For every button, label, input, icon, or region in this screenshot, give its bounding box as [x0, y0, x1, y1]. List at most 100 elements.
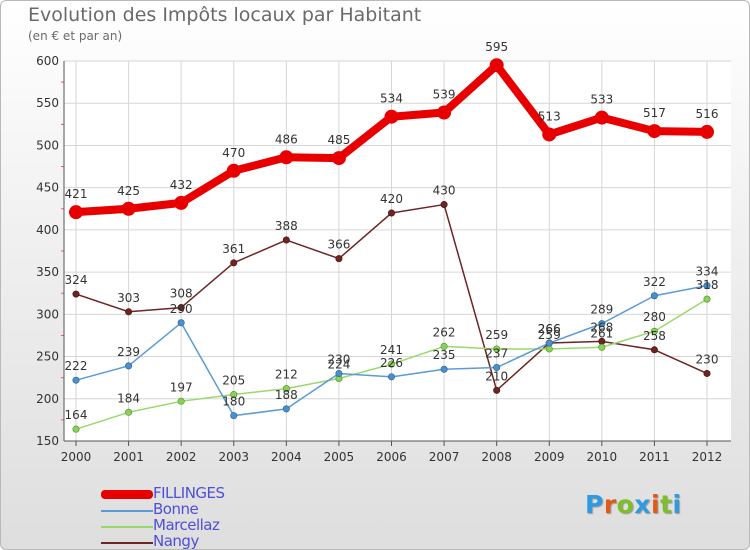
legend-swatch-fillinges [101, 490, 153, 499]
data-point [545, 339, 553, 347]
data-point [437, 105, 452, 120]
data-label: 258 [643, 329, 666, 343]
y-tick-label: 350 [36, 265, 59, 279]
logo-letter: i [672, 490, 682, 519]
legend-swatch-nangy [101, 542, 153, 544]
legend-label-marcellaz: Marcellaz [153, 516, 220, 534]
x-tick-label: 2007 [429, 450, 460, 464]
x-tick-label: 2006 [376, 450, 407, 464]
data-point [387, 360, 395, 368]
data-point [650, 292, 658, 300]
data-point [69, 205, 83, 220]
y-tick-label: 300 [36, 307, 59, 321]
data-point [703, 369, 711, 377]
logo-letter: i [651, 490, 661, 519]
data-point [121, 201, 136, 216]
data-point [650, 346, 658, 354]
data-point [598, 343, 606, 351]
data-label: 280 [643, 310, 666, 324]
data-label: 259 [485, 328, 508, 342]
logo-letter: x [634, 490, 651, 519]
data-label: 308 [170, 287, 193, 301]
x-tick-label: 2011 [639, 450, 670, 464]
legend-swatch-marcellaz [101, 526, 153, 528]
data-point [700, 124, 714, 139]
data-label: 205 [222, 374, 245, 388]
data-point [174, 195, 189, 210]
data-label: 595 [485, 40, 508, 54]
data-label: 432 [170, 178, 193, 192]
data-label: 303 [117, 291, 140, 305]
legend-label-nangy: Nangy [153, 532, 199, 550]
data-label: 534 [380, 92, 403, 106]
data-point [650, 327, 658, 335]
data-label: 164 [65, 408, 88, 422]
data-label: 184 [117, 391, 140, 405]
data-label: 513 [538, 109, 561, 123]
data-label: 324 [65, 273, 88, 287]
data-point [72, 425, 80, 433]
data-label: 334 [696, 265, 719, 279]
data-point [703, 295, 711, 303]
data-label: 237 [485, 347, 508, 361]
logo-letter: r [603, 490, 617, 519]
data-label: 516 [696, 107, 719, 121]
data-label: 180 [222, 395, 245, 409]
y-tick-label: 150 [36, 434, 59, 448]
data-label: 261 [590, 326, 613, 340]
x-tick-label: 2003 [218, 450, 249, 464]
series-marcellaz [72, 295, 711, 433]
data-label: 485 [327, 133, 350, 147]
data-point [125, 408, 133, 416]
data-label: 235 [433, 348, 456, 362]
data-label: 230 [696, 352, 719, 366]
data-point [72, 290, 80, 298]
y-tick-label: 550 [36, 96, 59, 110]
logo-letter: t [660, 490, 673, 519]
x-tick-label: 2004 [271, 450, 302, 464]
legend-swatch-bonne [101, 510, 153, 512]
data-label: 517 [643, 106, 666, 120]
y-tick-label: 200 [36, 392, 59, 406]
data-label: 266 [538, 322, 561, 336]
x-tick-label: 2008 [481, 450, 512, 464]
chart-subtitle: (en € et par an) [28, 29, 123, 43]
data-point [542, 127, 557, 142]
data-label: 318 [696, 278, 719, 292]
series-fillinges [69, 58, 714, 220]
data-label: 222 [65, 359, 88, 373]
data-label: 366 [327, 238, 350, 252]
data-label: 361 [222, 242, 245, 256]
data-label: 259 [538, 328, 561, 342]
data-point [72, 376, 80, 384]
data-point [440, 342, 448, 350]
data-point [230, 259, 238, 267]
y-tick-label: 450 [36, 181, 59, 195]
data-label: 230 [327, 352, 350, 366]
data-label: 266 [538, 322, 561, 336]
data-point [493, 386, 501, 394]
data-point [387, 373, 395, 381]
data-label: 289 [590, 303, 613, 317]
data-label: 425 [117, 184, 140, 198]
data-label: 486 [275, 132, 298, 146]
data-label: 322 [643, 275, 666, 289]
x-tick-label: 2001 [113, 450, 144, 464]
x-tick-label: 2005 [324, 450, 355, 464]
x-tick-label: 2010 [587, 450, 618, 464]
proxiti-logo: Proxiti [585, 490, 682, 519]
legend-label-fillinges: FILLINGES [153, 484, 225, 502]
y-tick-label: 400 [36, 223, 59, 237]
data-point [230, 412, 238, 420]
data-label: 239 [117, 345, 140, 359]
data-label: 188 [275, 388, 298, 402]
data-label: 224 [327, 358, 350, 372]
data-label: 197 [170, 380, 193, 394]
data-label: 430 [433, 184, 456, 198]
data-point [594, 110, 609, 125]
data-label: 420 [380, 192, 403, 206]
chart-title: Evolution des Impôts locaux par Habitant [28, 4, 422, 26]
data-point [282, 236, 290, 244]
data-point [335, 369, 343, 377]
